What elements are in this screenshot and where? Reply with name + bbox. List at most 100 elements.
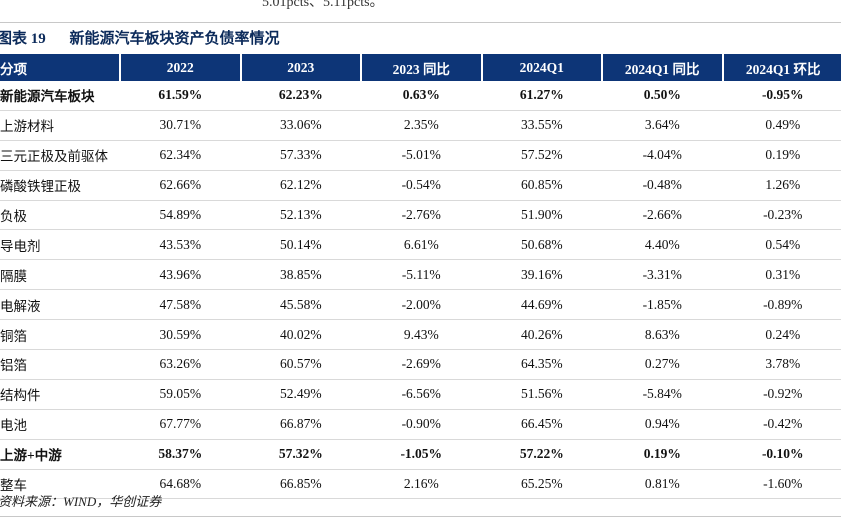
value-cell: 0.49% [722, 110, 841, 141]
value-cell: 0.19% [722, 140, 841, 171]
value-cell: 8.63% [602, 319, 723, 351]
table-row: 上游+中游 58.37% 57.32% -1.05% 57.22% 0.19% -0.10% [0, 439, 841, 470]
value-cell: 4.40% [602, 229, 723, 261]
value-cell: 2.16% [361, 469, 482, 500]
table-row: 新能源汽车板块 61.59% 62.23% 0.63% 61.27% 0.50% -0.95… [0, 81, 841, 111]
table-row: 隔膜 43.96% 38.85% -5.11% 39.16% -3.31% 0.31% [0, 259, 841, 291]
table-row: 电解液 47.58% 45.58% -2.00% 44.69% -1.85% -0.89% [0, 289, 841, 321]
value-cell: 50.68% [481, 229, 602, 261]
table-row: 磷酸铁锂正极 62.66% 62.12% -0.54% 60.85% -0.48% 1.26… [0, 170, 841, 201]
value-cell: 0.27% [602, 349, 723, 380]
value-cell: 62.23% [240, 81, 361, 111]
value-cell: 47.58% [120, 289, 241, 321]
value-cell: 43.96% [120, 259, 241, 291]
header-2024q1: 2024Q1 [481, 54, 603, 81]
value-cell: -2.00% [361, 289, 482, 321]
figure-caption: 图表 19 新能源汽车板块资产负债率情况 [0, 27, 280, 51]
value-cell: 66.45% [481, 409, 602, 440]
value-cell: -6.56% [361, 379, 482, 410]
value-cell: 3.78% [722, 349, 841, 380]
value-cell: 0.50% [602, 81, 723, 111]
value-cell: -5.11% [361, 259, 482, 291]
top-divider [0, 22, 841, 23]
row-label-cell: 磷酸铁锂正极 [0, 170, 120, 201]
value-cell: -1.85% [602, 289, 723, 321]
table-row: 铝箔 63.26% 60.57% -2.69% 64.35% 0.27% 3.78% [0, 349, 841, 380]
value-cell: 0.81% [602, 469, 723, 500]
value-cell: -3.31% [602, 259, 723, 291]
source-note: 资料来源：WIND，华创证券 [0, 494, 162, 509]
value-cell: 63.26% [120, 349, 241, 380]
value-cell: 64.35% [481, 349, 602, 380]
value-cell: 45.58% [240, 289, 361, 321]
value-cell: 66.85% [240, 469, 361, 500]
table-row: 导电剂 43.53% 50.14% 6.61% 50.68% 4.40% 0.54% [0, 229, 841, 261]
value-cell: 38.85% [240, 259, 361, 291]
value-cell: 1.26% [722, 170, 841, 201]
value-cell: -5.01% [361, 140, 482, 171]
value-cell: 3.64% [602, 110, 723, 141]
value-cell: 58.37% [120, 439, 241, 470]
value-cell: -1.05% [361, 439, 482, 470]
row-label-cell: 隔膜 [0, 259, 120, 291]
value-cell: 61.59% [120, 81, 241, 111]
header-2023: 2023 [240, 54, 362, 81]
value-cell: 59.05% [120, 379, 241, 410]
row-label-cell: 电池 [0, 409, 120, 440]
value-cell: 39.16% [481, 259, 602, 291]
value-cell: 62.12% [240, 170, 361, 201]
value-cell: -0.48% [602, 170, 723, 201]
table-row: 电池 67.77% 66.87% -0.90% 66.45% 0.94% -0.42% [0, 409, 841, 440]
header-2023-yoy: 2023 同比 [361, 54, 483, 81]
header-category: 分项 [0, 54, 121, 81]
value-cell: 60.85% [481, 170, 602, 201]
value-cell: 62.66% [120, 170, 241, 201]
value-cell: -1.60% [722, 469, 841, 500]
row-label-cell: 三元正极及前驱体 [0, 140, 120, 171]
value-cell: 44.69% [481, 289, 602, 321]
value-cell: 66.87% [240, 409, 361, 440]
row-label-cell: 新能源汽车板块 [0, 81, 120, 111]
value-cell: 0.24% [722, 319, 841, 351]
table-body: 新能源汽车板块 61.59% 62.23% 0.63% 61.27% 0.50% -0.95… [0, 81, 841, 500]
value-cell: -0.54% [361, 170, 482, 201]
table-row: 整车 64.68% 66.85% 2.16% 65.25% 0.81% -1.60% [0, 469, 841, 500]
value-cell: -0.89% [722, 289, 841, 321]
value-cell: 65.25% [481, 469, 602, 500]
debt-ratio-table: 分项 2022 2023 2023 同比 2024Q1 2024Q1 同比 20… [0, 54, 841, 500]
value-cell: -4.04% [602, 140, 723, 171]
value-cell: 51.90% [481, 200, 602, 231]
value-cell: 62.34% [120, 140, 241, 171]
caption-label: 图表 19 [0, 31, 46, 47]
value-cell: 57.33% [240, 140, 361, 171]
row-label-cell: 导电剂 [0, 229, 120, 261]
value-cell: 67.77% [120, 409, 241, 440]
caption-title: 新能源汽车板块资产负债率情况 [69, 31, 280, 47]
value-cell: 61.27% [481, 81, 602, 111]
value-cell: 51.56% [481, 379, 602, 410]
value-cell: 60.57% [240, 349, 361, 380]
row-label-cell: 铜箔 [0, 319, 120, 351]
value-cell: 0.63% [361, 81, 482, 111]
value-cell: 6.61% [361, 229, 482, 261]
table-row: 铜箔 30.59% 40.02% 9.43% 40.26% 8.63% 0.24% [0, 319, 841, 351]
header-2024q1-yoy: 2024Q1 同比 [602, 54, 724, 81]
value-cell: -0.10% [722, 439, 841, 470]
row-label-cell: 整车 [0, 469, 120, 500]
value-cell: 0.94% [602, 409, 723, 440]
bottom-divider [0, 516, 841, 517]
value-cell: 40.02% [240, 319, 361, 351]
value-cell: 52.13% [240, 200, 361, 231]
row-label-cell: 上游+中游 [0, 439, 120, 470]
value-cell: 9.43% [361, 319, 482, 351]
value-cell: -2.69% [361, 349, 482, 380]
value-cell: 30.71% [120, 110, 241, 141]
value-cell: -5.84% [602, 379, 723, 410]
value-cell: 64.68% [120, 469, 241, 500]
value-cell: -0.92% [722, 379, 841, 410]
value-cell: -0.90% [361, 409, 482, 440]
value-cell: 0.31% [722, 259, 841, 291]
value-cell: 43.53% [120, 229, 241, 261]
table-row: 上游材料 30.71% 33.06% 2.35% 33.55% 3.64% 0.49% [0, 110, 841, 141]
row-label-cell: 负极 [0, 200, 120, 231]
